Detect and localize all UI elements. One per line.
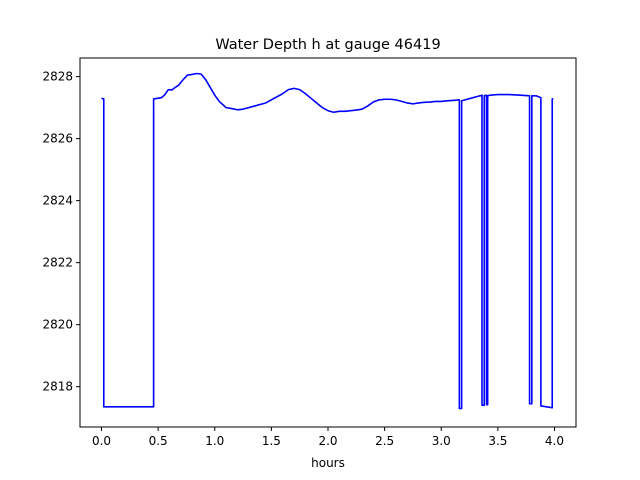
x-tick-label: 2.5 — [375, 434, 394, 448]
y-tick-label: 2820 — [42, 318, 73, 332]
y-tick-label: 2824 — [42, 194, 73, 208]
x-tick-label: 3.0 — [432, 434, 451, 448]
x-tick-label: 4.0 — [545, 434, 564, 448]
y-tick-label: 2822 — [42, 256, 73, 270]
chart-title: Water Depth h at gauge 46419 — [215, 37, 440, 53]
x-axis: 0.0 0.5 1.0 1.5 2.0 2.5 3.0 3.5 4.0 — [92, 427, 564, 448]
series-line-0 — [101, 72, 554, 410]
x-tick-label: 1.5 — [262, 434, 281, 448]
x-tick-label: 0.0 — [92, 434, 111, 448]
y-tick-label: 2818 — [42, 380, 73, 394]
y-axis: 2818 2820 2822 2824 2826 2828 — [42, 70, 80, 394]
x-tick-label: 1.0 — [205, 434, 224, 448]
x-axis-label: hours — [311, 456, 345, 470]
x-tick-label: 2.0 — [318, 434, 337, 448]
x-tick-label: 3.5 — [488, 434, 507, 448]
y-tick-label: 2826 — [42, 132, 73, 146]
plot-lines — [101, 72, 554, 410]
x-tick-label: 0.5 — [149, 434, 168, 448]
y-tick-label: 2828 — [42, 70, 73, 84]
